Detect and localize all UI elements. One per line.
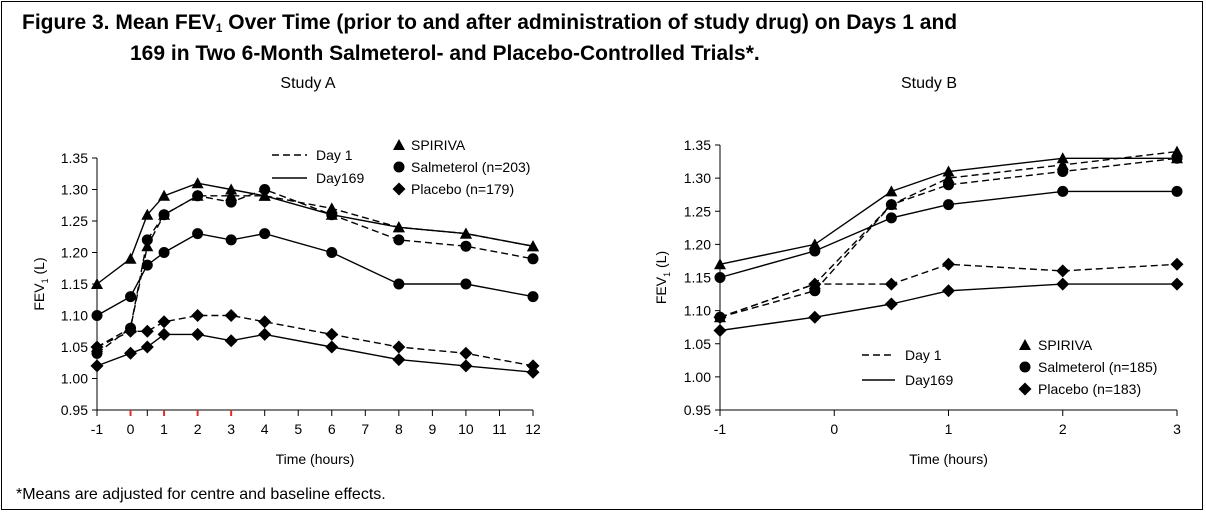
study-a-diamond-point (392, 353, 406, 367)
study-a-triangle-point (191, 177, 204, 189)
study-a-circle-point (259, 228, 271, 240)
study-a-circle-point (225, 196, 237, 208)
study-a-x-tick-label: 7 (361, 421, 369, 437)
study-a-y-tick-label: 1.30 (61, 182, 88, 198)
study-a-circle-point (460, 240, 472, 252)
study-a-x-tick-label: 11 (492, 421, 507, 437)
study-a-y-tick-label: 1.05 (61, 339, 88, 355)
study-a-circle-point (326, 209, 338, 221)
study-a-x-tick-label: 10 (458, 421, 474, 437)
study-a-triangle-point (91, 278, 103, 289)
study-a-triangle-point (141, 240, 154, 252)
study-a-circle-point (91, 310, 103, 321)
study-a-triangle-point (392, 221, 405, 233)
study-a-diamond-point (191, 327, 205, 341)
study-a-diamond-point (258, 327, 272, 341)
study-a-circle-point (158, 209, 170, 221)
study-a-diamond-point (392, 340, 406, 354)
study-a-diamond-point (90, 359, 104, 373)
study-a-triangle-point (141, 208, 154, 220)
study-a-diamond-point (459, 359, 473, 373)
study-a-circle-point (141, 234, 153, 246)
study-a-circle-point (527, 253, 539, 265)
study-a-x-tick-label: -1 (91, 421, 104, 437)
study-a-circle-point (192, 190, 204, 202)
study-a-circle-point (527, 291, 539, 303)
study-a-circle-point (192, 228, 204, 240)
study-a-triangle-point (527, 240, 539, 252)
study-a-diamond-point (526, 365, 540, 379)
study-a-diamond-point (140, 340, 154, 354)
study-a-circle-point (393, 234, 405, 246)
title-subscript: 1 (215, 21, 223, 35)
study-a-triangle-point (225, 183, 238, 195)
footnote: *Means are adjusted for centre and basel… (16, 486, 386, 503)
study-a-circle-point (259, 184, 271, 195)
study-a-diamond-point (90, 340, 104, 354)
study-a-x-tick-label: 9 (428, 421, 436, 437)
study-a-diamond-point (325, 340, 339, 354)
study-a-y-tick-label: 1.25 (61, 213, 88, 229)
study-a-circle-point (460, 278, 472, 290)
study-a-diamond-point (140, 324, 154, 338)
study-a-legend-diamond-label: Placebo (n=179) (411, 181, 514, 197)
study-a-y-tick-label: 1.15 (61, 276, 88, 292)
study-a-y-tick-label: 1.35 (61, 150, 88, 166)
study-a-legend-circle-marker (393, 161, 405, 173)
figure-title: Figure 3. Mean FEV1 Over Time (prior to … (22, 10, 1192, 66)
study-a-y-tick-label: 1.00 (61, 371, 88, 387)
study-a-triangle-point (158, 189, 171, 201)
study-a-diamond-point (124, 346, 138, 360)
study-a-y-tick-label: 0.95 (61, 402, 88, 418)
study-a-y-tick-label: 1.20 (61, 245, 88, 261)
study-a-circle-point (158, 247, 170, 258)
study-a-x-tick-label: 3 (227, 421, 235, 437)
study-a-x-tick-label: 12 (525, 421, 541, 437)
study-a-diamond-point (258, 315, 272, 329)
title-line2: 169 in Two 6-Month Salmeterol- and Place… (130, 42, 760, 65)
study-a-triangle-point (124, 252, 137, 264)
study-a-triangle-point (258, 189, 271, 201)
study-a-diamond-point (224, 309, 238, 322)
study-a-legend-diamond-marker (392, 182, 406, 196)
study-a-circle-point (141, 259, 153, 271)
study-a-x-tick-label: 6 (328, 421, 336, 437)
study-a-x-axis-label: Time (hours) (276, 451, 355, 467)
study-a-y-tick-label: 1.10 (61, 308, 88, 324)
study-a-circle-point (326, 247, 338, 258)
title-line1-rest: Over Time (prior to and after administra… (222, 11, 958, 34)
study-a-x-tick-label: 2 (194, 421, 202, 437)
study-a-x-tick-label: 4 (261, 421, 269, 437)
study-a-x-tick-label: 5 (294, 421, 302, 437)
study-a-diamond-point (459, 346, 473, 360)
study-a-x-tick-label: 0 (127, 421, 135, 437)
study-a-legend-line-label: Day 1 (316, 147, 353, 163)
study-a-triangle-point (459, 227, 472, 239)
study-a-diamond-point (191, 309, 205, 322)
study-a-x-tick-label: 1 (160, 421, 168, 437)
study-a-legend-line-label: Day169 (316, 170, 364, 186)
study-a-circle-point (225, 234, 237, 246)
study-a-diamond-point (157, 327, 171, 341)
study-a-diamond-point (157, 315, 171, 329)
study-a-x-tick-label: 8 (395, 421, 403, 437)
study-a-diamond-point (224, 334, 238, 348)
title-prefix: Figure 3. Mean FEV (22, 11, 216, 34)
study-a-circle-point (125, 291, 137, 303)
study-a-legend-circle-label: Salmeterol (n=203) (411, 159, 530, 175)
study-a-diamond-point (325, 327, 339, 341)
study-a-y-axis-label: FEV1 (L) (31, 257, 50, 310)
study-a-legend-triangle-label: SPIRIVA (411, 137, 466, 153)
study-a-diamond-point (124, 324, 138, 338)
study-a-circle-point (393, 278, 405, 290)
study-a-legend-triangle-marker (393, 139, 405, 150)
study-a-title: Study A (280, 75, 335, 92)
